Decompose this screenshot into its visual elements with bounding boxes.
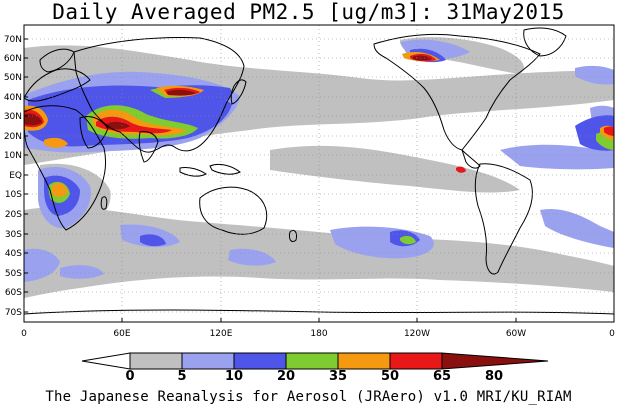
lat-label: 20S	[5, 210, 22, 220]
gridlines	[24, 25, 614, 322]
lat-label: 50S	[5, 269, 22, 279]
lon-label: 60E	[113, 329, 130, 339]
lat-label: 10N	[4, 151, 22, 161]
lat-label: 10S	[5, 190, 22, 200]
lat-label: 60S	[5, 288, 22, 298]
lat-label: 50N	[4, 73, 22, 83]
lon-label: 180	[310, 329, 327, 339]
colorbar-label: 10	[225, 369, 243, 384]
colorbar: 0 5 10 20 35 50 65 80	[81, 352, 549, 384]
lat-label: 30S	[5, 230, 22, 240]
lat-label: 40S	[5, 249, 22, 259]
footer-credit: The Japanese Reanalysis for Aerosol (JRA…	[45, 389, 572, 405]
colorbar-label: 50	[381, 369, 399, 384]
lon-label: 120E	[210, 329, 233, 339]
colorbar-swatch	[337, 352, 391, 370]
colorbar-label: 80	[485, 369, 503, 384]
colorbar-label: 0	[125, 369, 134, 384]
lon-label: 0	[21, 329, 27, 339]
lat-label: 70N	[4, 35, 22, 45]
latitude-labels: 70N 60N 50N 40N 30N 20N 10N EQ 10S 20S 3…	[4, 35, 22, 318]
colorbar-swatch	[389, 352, 443, 370]
map-title: Daily Averaged PM2.5 [ug/m3]: 31May2015	[52, 0, 565, 24]
colorbar-label: 5	[177, 369, 186, 384]
colorbar-swatch	[441, 352, 549, 370]
colorbar-label: 35	[329, 369, 347, 384]
longitude-labels: 0 60E 120E 180 120W 60W 0	[21, 329, 615, 339]
lon-label: 0	[609, 329, 615, 339]
axis-ticks	[24, 38, 517, 322]
lat-label: EQ	[9, 171, 22, 181]
colorbar-swatch	[81, 352, 131, 370]
lat-label: 30N	[4, 112, 22, 122]
lat-label: 70S	[5, 308, 22, 318]
colorbar-label: 65	[433, 369, 451, 384]
lat-label: 60N	[4, 54, 22, 64]
lon-label: 120W	[404, 329, 430, 339]
colorbar-swatch	[181, 352, 235, 370]
lat-label: 40N	[4, 93, 22, 103]
colorbar-label: 20	[277, 369, 295, 384]
lon-label: 60W	[506, 329, 526, 339]
lat-label: 20N	[4, 132, 22, 142]
colorbar-swatch	[233, 352, 287, 370]
colorbar-swatch	[285, 352, 339, 370]
colorbar-swatch	[129, 352, 183, 370]
